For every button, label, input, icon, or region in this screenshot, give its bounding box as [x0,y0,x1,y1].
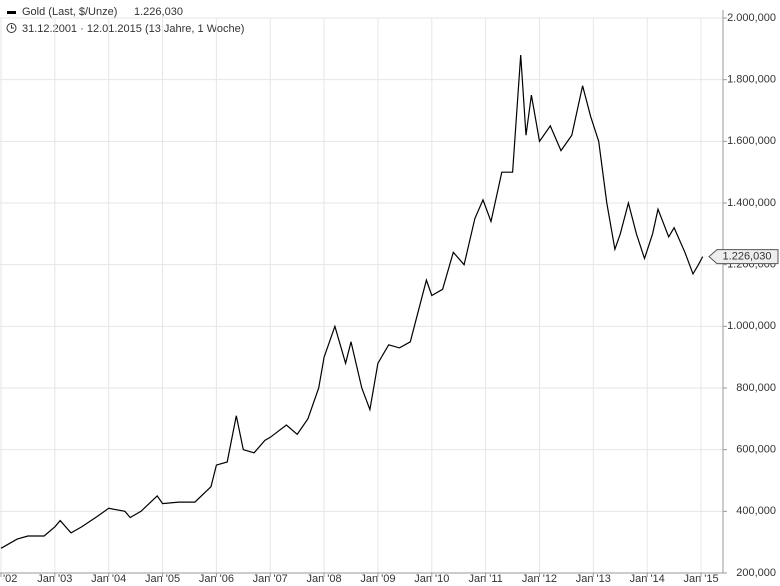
x-tick-label: Jan '06 [199,573,234,585]
y-tick-label: 2.000,000 [727,12,776,24]
y-tick-label: 1.600,000 [727,135,776,147]
y-tick-label: 600,000 [736,444,776,456]
y-tick-label: 1.000,000 [727,320,776,332]
x-tick-label: Jan '05 [145,573,180,585]
legend-swatch [7,11,16,14]
x-tick-label: Jan '14 [630,573,665,585]
y-tick-label: 1.400,000 [727,197,776,209]
x-tick-label: '02 [3,573,17,585]
x-tick-label: Jan '03 [37,573,72,585]
clock-icon [6,23,17,33]
x-tick-label: Jan '09 [360,573,395,585]
x-tick-label: Jan '13 [576,573,611,585]
subtitle: 31.12.2001 · 12.01.2015 (13 Jahre, 1 Woc… [22,23,244,35]
y-tick-label: 1.800,000 [727,74,776,86]
y-tick-label: 400,000 [736,505,776,517]
y-tick-label: 800,000 [736,382,776,394]
x-tick-label: Jan '08 [307,573,342,585]
x-tick-label: Jan '10 [414,573,449,585]
price-tag-label: 1.226,030 [723,251,772,263]
price-line [0,54,704,549]
x-tick-label: Jan '07 [253,573,288,585]
x-tick-label: Jan '04 [91,573,126,585]
legend-value: 1.226,030 [134,6,183,18]
x-tick-label: Jan '11 [468,573,502,585]
y-tick-label: 200,000 [736,567,776,579]
x-tick-label: Jan '12 [522,573,557,585]
clock-hands [11,25,14,29]
x-tick-label: Jan '15 [683,573,718,585]
price-tag [708,249,779,265]
legend-title: Gold (Last, $/Unze) [22,6,117,18]
